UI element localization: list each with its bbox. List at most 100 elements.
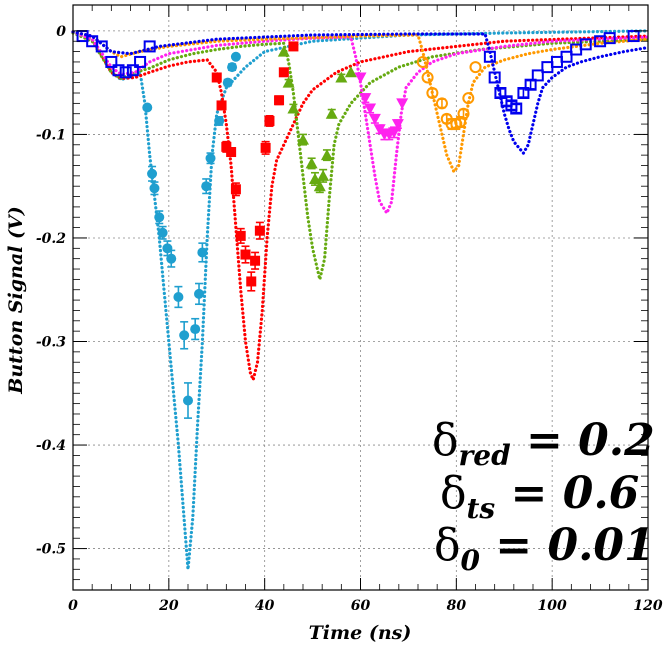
series-6-point <box>541 61 554 74</box>
marker <box>541 61 554 74</box>
series-6-point <box>105 55 118 68</box>
marker <box>211 72 222 83</box>
marker <box>320 149 333 161</box>
marker <box>226 147 237 158</box>
series-2-point <box>246 271 257 292</box>
marker <box>278 67 289 78</box>
marker <box>119 66 132 79</box>
series-1-point <box>190 317 201 341</box>
series-2-point <box>250 251 261 270</box>
markers-layer <box>76 30 640 419</box>
marker <box>143 40 156 53</box>
marker <box>222 77 233 88</box>
series-3-point <box>305 157 318 170</box>
series-2-point <box>288 41 299 52</box>
series-2-curve <box>71 30 650 382</box>
series-1-point <box>154 210 165 225</box>
marker <box>313 180 326 192</box>
series-6-point <box>95 40 108 53</box>
marker <box>183 395 193 406</box>
series-6-point <box>579 38 592 51</box>
marker <box>364 103 377 115</box>
marker <box>287 102 300 114</box>
y-tick-label: -0.5 <box>36 542 66 558</box>
y-tick-label: -0.4 <box>36 438 66 454</box>
marker <box>391 119 404 131</box>
marker <box>197 247 208 258</box>
marker <box>435 97 448 110</box>
series-3-point <box>320 149 333 162</box>
marker <box>179 330 190 341</box>
x-tick-label: 20 <box>158 598 179 614</box>
x-tick-label: 60 <box>351 598 371 614</box>
marker <box>426 87 439 100</box>
series-6-point <box>510 102 523 115</box>
marker <box>388 127 401 139</box>
ticks: 0 20 40 60 80 100 120 0 -0.1 -0.2 -0.3 -0.4 -0.5 <box>36 5 663 614</box>
series-1-point <box>147 165 158 182</box>
series-1-point <box>179 321 190 350</box>
x-tick-label: 120 <box>633 598 662 614</box>
marker <box>368 113 381 125</box>
marker <box>194 288 205 299</box>
annotation-value: = 0.01 <box>480 520 655 571</box>
marker <box>230 184 241 195</box>
annotation-line-1: δred = 0.2 <box>432 415 655 472</box>
marker <box>469 61 482 74</box>
marker <box>416 55 429 68</box>
marker <box>308 172 321 184</box>
series-2-point <box>240 245 251 264</box>
marker <box>246 276 257 287</box>
marker <box>264 115 275 126</box>
series-2-point <box>235 227 246 244</box>
series-2-point <box>230 182 241 197</box>
marker <box>335 71 348 83</box>
marker <box>517 87 530 100</box>
series-2-point <box>211 72 222 83</box>
series-6-point <box>119 66 132 79</box>
marker <box>344 66 357 78</box>
series-6-point <box>483 50 496 63</box>
marker <box>230 51 241 62</box>
series-2-point <box>254 221 265 240</box>
marker <box>240 249 251 260</box>
series-1-point <box>222 77 233 88</box>
series-4-point <box>391 119 404 131</box>
series-1-point <box>183 382 193 419</box>
series-3-curve <box>71 31 650 281</box>
marker <box>166 253 177 264</box>
series-6-point <box>560 50 573 63</box>
series-4-point <box>364 103 377 115</box>
series-6-point <box>126 64 139 77</box>
series-3-point <box>317 168 330 183</box>
marker <box>510 102 523 115</box>
series-3-point <box>287 102 300 114</box>
series-1-point <box>166 249 177 268</box>
series-1-point <box>230 51 241 62</box>
marker <box>560 50 573 63</box>
y-tick-label: -0.3 <box>36 335 66 351</box>
series-1-point <box>142 102 153 113</box>
series-4-point <box>373 124 386 136</box>
marker <box>190 324 201 335</box>
marker <box>149 183 160 194</box>
marker <box>494 87 507 100</box>
marker <box>579 38 592 51</box>
x-axis-label: Time (ns) <box>309 622 412 644</box>
series-2-point <box>226 147 237 158</box>
series-1-point <box>214 115 225 126</box>
series-5-point <box>435 97 448 110</box>
series-2-point <box>260 140 271 155</box>
series-6-point <box>627 30 640 43</box>
y-tick-label: -0.1 <box>36 127 66 143</box>
marker <box>105 55 118 68</box>
annotation-line-2: δts = 0.6 <box>440 468 639 525</box>
series-4-point <box>396 98 409 110</box>
marker <box>550 55 563 68</box>
marker <box>359 93 372 105</box>
annotation-value: = 0.6 <box>495 468 639 519</box>
annotation-subscript: red <box>459 439 511 472</box>
series-3-point <box>335 71 348 83</box>
marker <box>250 255 261 266</box>
marker <box>157 227 168 238</box>
